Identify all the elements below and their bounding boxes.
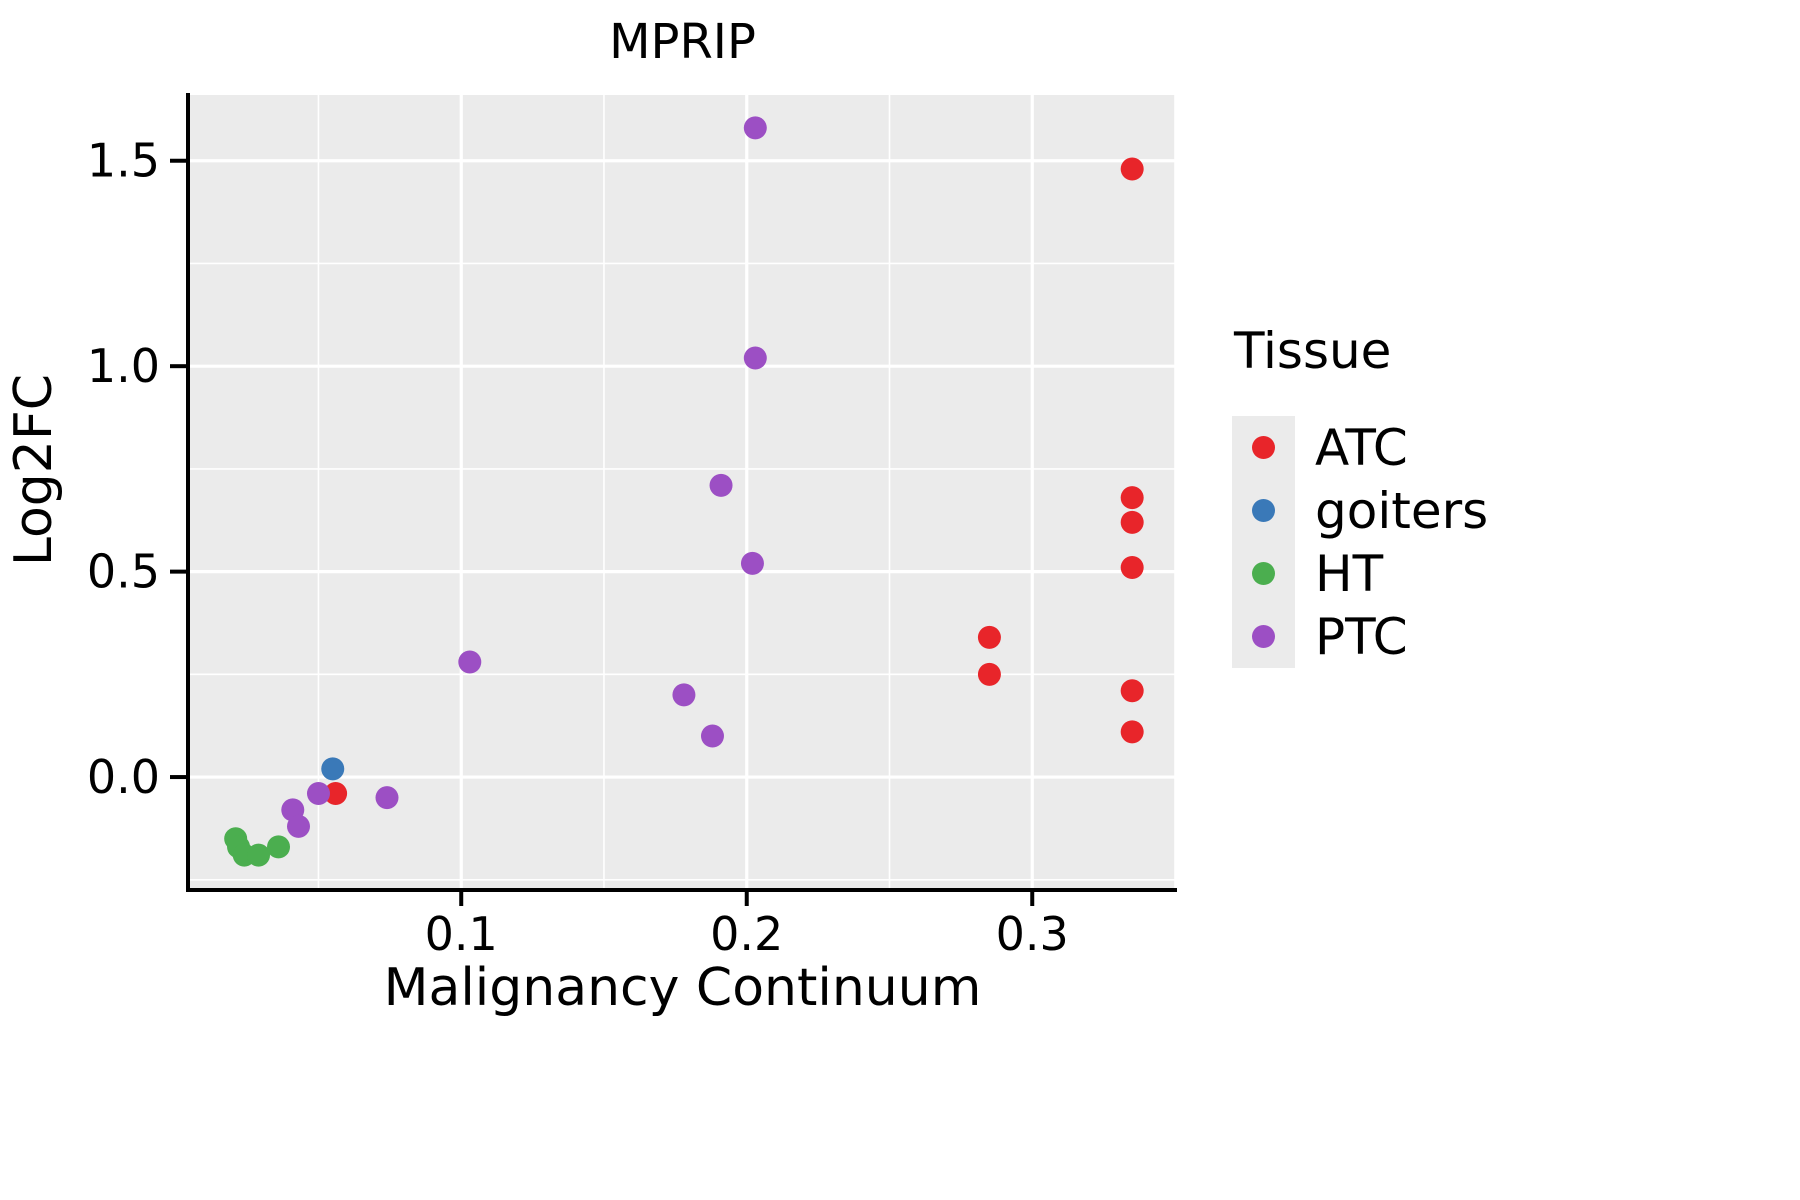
- legend-dot-icon: [1252, 625, 1275, 648]
- point-ATC: [1120, 510, 1144, 534]
- x-tick-label: 0.2: [710, 907, 783, 961]
- legend-label: PTC: [1315, 607, 1408, 666]
- y-tick-label: 1.0: [87, 339, 160, 393]
- panel-background: [190, 95, 1175, 888]
- legend-entry-goiters: goiters: [1232, 479, 1488, 542]
- y-tick-label: 0.5: [87, 545, 160, 599]
- axis-lines: [186, 93, 1177, 892]
- y-axis-label: Log2FC: [4, 373, 64, 567]
- legend-entries: ATC goiters HT PTC: [1232, 416, 1488, 668]
- legend-dot-icon: [1252, 562, 1275, 585]
- legend-title: Tissue: [1234, 322, 1392, 380]
- tick-labels: 0.1 0.2 0.3 0.0 0.5 1.0 1.5: [87, 134, 1069, 961]
- legend-label: goiters: [1315, 481, 1489, 540]
- chart-title: MPRIP: [609, 14, 756, 70]
- point-ATC: [1120, 486, 1144, 510]
- point-PTC: [709, 473, 733, 497]
- point-PTC: [672, 683, 696, 707]
- point-ATC: [977, 662, 1001, 686]
- legend-key: [1232, 542, 1295, 605]
- point-HT: [247, 843, 271, 867]
- point-ATC: [1120, 157, 1144, 181]
- point-PTC: [700, 724, 724, 748]
- plot-panel: [190, 95, 1175, 888]
- point-ATC: [1120, 679, 1144, 703]
- legend-dot-icon: [1252, 499, 1275, 522]
- legend: Tissue ATC goiters HT PTC: [1232, 322, 1488, 668]
- legend-entry-HT: HT: [1232, 542, 1488, 605]
- point-PTC: [743, 116, 767, 140]
- legend-key: [1232, 479, 1295, 542]
- major-gridlines: [190, 95, 1175, 888]
- legend-key: [1232, 605, 1295, 668]
- point-PTC: [743, 346, 767, 370]
- point-PTC: [306, 781, 330, 805]
- point-goiters: [321, 757, 345, 781]
- data-points: [224, 116, 1144, 867]
- point-ATC: [324, 781, 348, 805]
- minor-gridlines: [190, 95, 1176, 888]
- legend-entry-ATC: ATC: [1232, 416, 1488, 479]
- legend-entry-PTC: PTC: [1232, 605, 1488, 668]
- legend-label: HT: [1315, 544, 1384, 603]
- x-tick-label: 0.3: [996, 907, 1069, 961]
- y-tick-label: 0.0: [87, 750, 160, 804]
- legend-label: ATC: [1315, 418, 1408, 477]
- point-PTC: [375, 786, 399, 810]
- point-ATC: [1120, 556, 1144, 580]
- point-HT: [267, 835, 291, 859]
- point-ATC: [1120, 720, 1144, 744]
- legend-dot-icon: [1252, 436, 1275, 459]
- x-tick-label: 0.1: [425, 907, 498, 961]
- point-PTC: [458, 650, 482, 674]
- legend-key: [1232, 416, 1295, 479]
- point-ATC: [977, 625, 1001, 649]
- tick-marks: [170, 158, 1035, 906]
- point-PTC: [740, 551, 764, 575]
- y-tick-label: 1.5: [87, 134, 160, 188]
- point-PTC: [286, 814, 310, 838]
- x-axis-label: Malignancy Continuum: [383, 958, 982, 1018]
